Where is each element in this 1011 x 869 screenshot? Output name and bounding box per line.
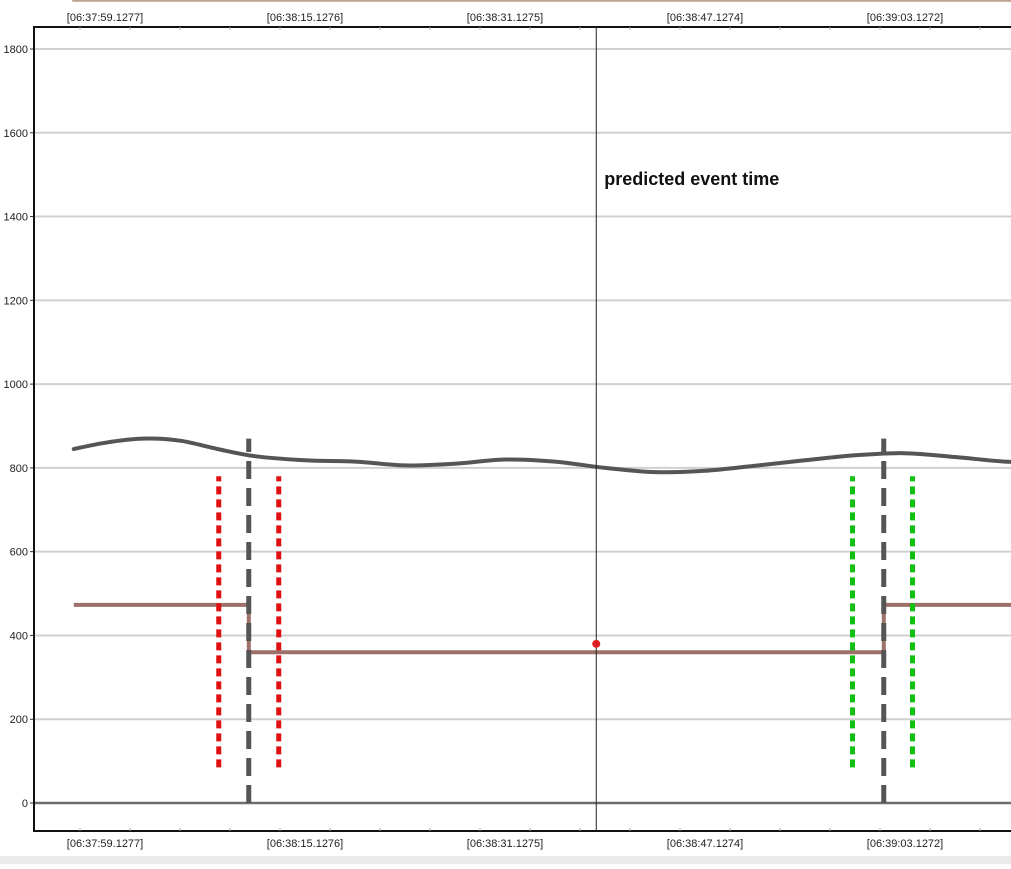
y-tick-label: 1800 <box>4 44 28 56</box>
bottom-strip <box>0 856 1011 864</box>
y-tick-label: 400 <box>10 630 28 642</box>
x-tick-label-top: [06:38:47.1274] <box>667 12 743 24</box>
y-tick-label: 800 <box>10 463 28 475</box>
axes-layer: 0 200 400 600 800 1000 1200 1400 1600 1800 [06:37:… <box>4 12 1011 850</box>
x-tick-label-top: [06:38:31.1275] <box>467 12 543 24</box>
x-tick-label-bottom: [06:37:59.1277] <box>67 838 143 850</box>
overlay-layer <box>216 27 915 831</box>
plot-border <box>33 26 1011 832</box>
y-tick-label: 0 <box>22 798 28 810</box>
event-point <box>592 639 601 648</box>
x-tick-label-top: [06:39:03.1272] <box>867 12 943 24</box>
x-tick-label-bottom: [06:38:31.1275] <box>467 838 543 850</box>
x-tick-label-bottom: [06:38:15.1276] <box>267 838 343 850</box>
x-tick-label-top: [06:38:15.1276] <box>267 12 343 24</box>
y-tick-label: 1200 <box>4 295 28 307</box>
y-tick-label: 1600 <box>4 128 28 140</box>
y-tick-label: 1400 <box>4 212 28 224</box>
x-tick-label-top: [06:37:59.1277] <box>67 12 143 24</box>
trend-line <box>71 436 1011 475</box>
annotation-label: predicted event time <box>604 169 779 189</box>
y-tick-label: 600 <box>10 547 28 559</box>
grid-layer <box>34 48 1011 805</box>
data-point <box>1008 0 1011 2</box>
y-tick-label: 1000 <box>4 379 28 391</box>
x-tick-label-bottom: [06:38:47.1274] <box>667 838 743 850</box>
x-tick-label-bottom: [06:39:03.1272] <box>867 838 943 850</box>
y-tick-label: 200 <box>10 714 28 726</box>
